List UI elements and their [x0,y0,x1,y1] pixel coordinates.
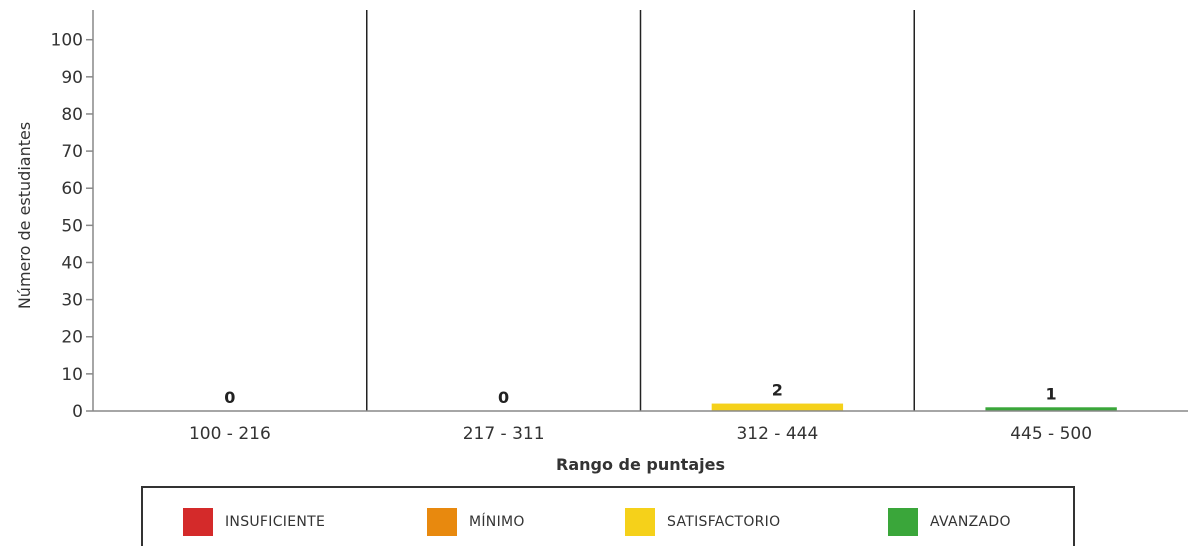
legend-swatch [183,508,213,536]
legend-swatch [625,508,655,536]
bar[interactable] [985,407,1117,411]
legend-swatch [888,508,918,536]
bar-chart: 0 10 20 30 40 50 60 70 80 90 100 0 0 2 1 100 - 216 217… [15,10,1188,474]
data-label: 0 [224,388,235,407]
legend-label: SATISFACTORIO [667,514,781,530]
y-tick-label: 100 [51,31,83,51]
y-tick-label: 60 [61,179,83,199]
y-tick-label: 90 [61,68,83,88]
data-label: 2 [772,381,783,400]
x-tick-label: 445 - 500 [1010,424,1092,444]
bars [711,403,1117,411]
y-tick-label: 50 [61,216,83,236]
x-tick-label: 100 - 216 [189,424,271,444]
x-axis: 100 - 216 217 - 311 312 - 444 445 - 500 [93,410,1188,444]
bar[interactable] [711,403,844,411]
legend-item-satisfactorio[interactable]: SATISFACTORIO [625,508,780,536]
legend-label: MÍNIMO [469,514,525,530]
legend-item-minimo[interactable]: MÍNIMO [427,508,525,536]
data-label: 1 [1046,384,1057,403]
data-label: 0 [498,388,509,407]
y-tick-label: 30 [61,291,83,311]
y-tick-label: 10 [61,365,83,385]
legend-label: AVANZADO [930,514,1011,530]
x-axis-title: Rango de puntajes [556,455,725,474]
legend-item-insuficiente[interactable]: INSUFICIENTE [183,508,325,536]
y-tick-label: 40 [61,253,83,273]
y-axis-title: Número de estudiantes [15,122,34,309]
data-labels: 0 0 2 1 [224,381,1056,407]
y-tick-label: 70 [61,142,83,162]
y-tick-label: 0 [72,402,83,422]
legend-swatch [427,508,457,536]
legend-item-avanzado[interactable]: AVANZADO [888,508,1011,536]
x-tick-label: 217 - 311 [463,424,545,444]
legend-label: INSUFICIENTE [225,514,326,530]
x-tick-label: 312 - 444 [736,424,818,444]
category-separators [366,10,915,411]
y-tick-label: 80 [61,105,83,125]
y-tick-label: 20 [61,328,83,348]
legend: INSUFICIENTE MÍNIMO SATISFACTORIO AVANZA… [141,486,1075,546]
y-axis: 0 10 20 30 40 50 60 70 80 90 100 [51,10,94,422]
